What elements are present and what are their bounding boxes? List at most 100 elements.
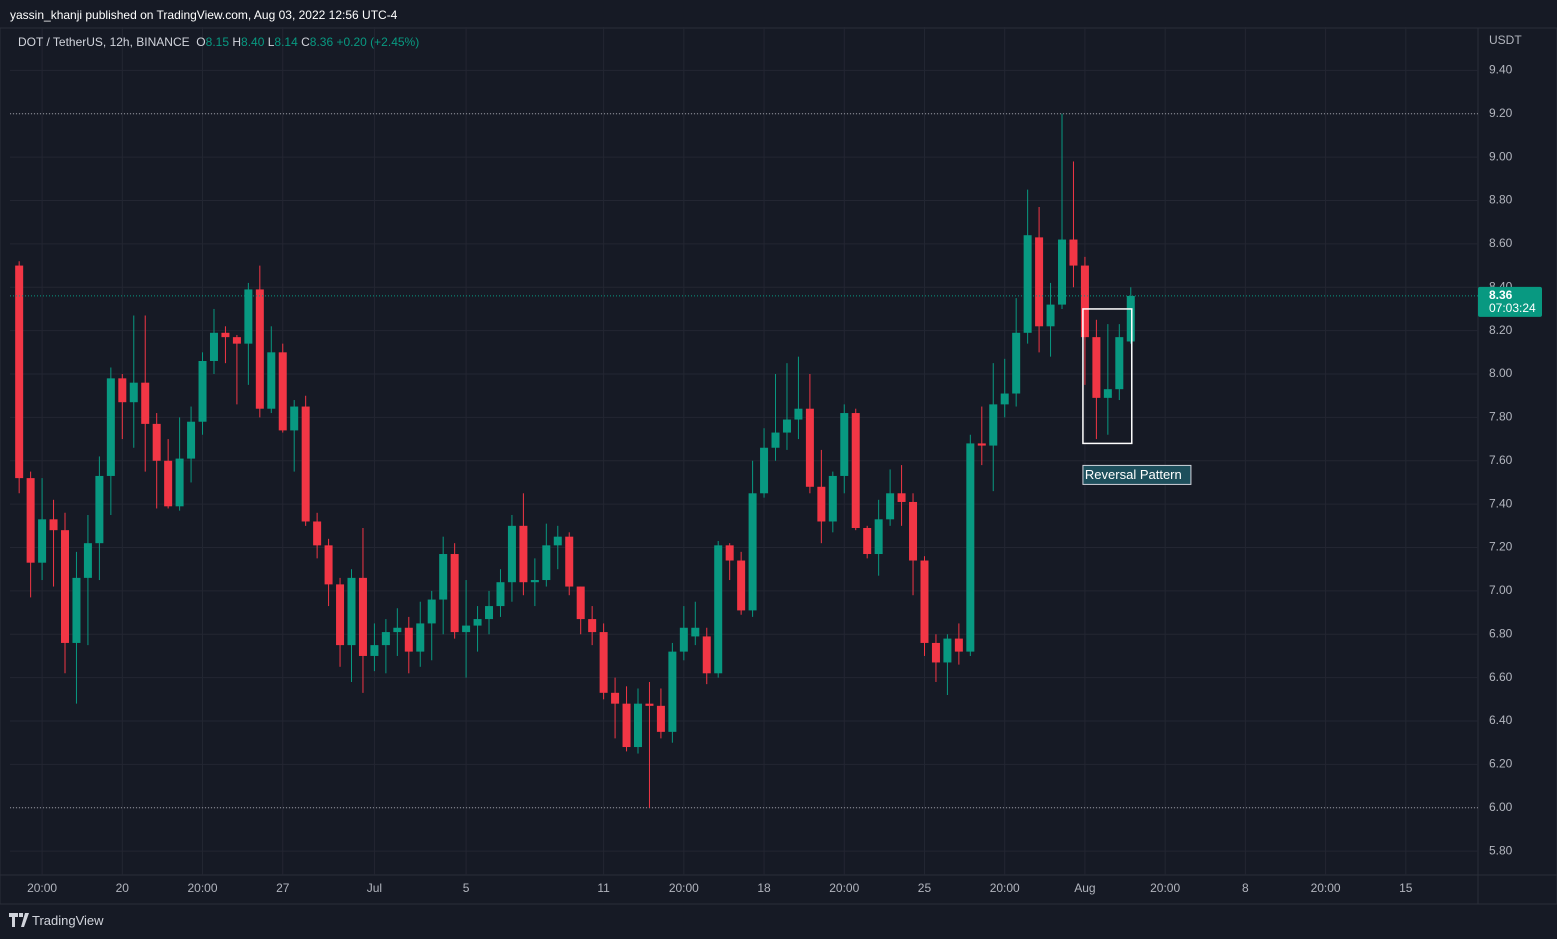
plot-frame [0, 27, 1557, 905]
axis-unit: USDT [1489, 33, 1522, 47]
candle-body [954, 638, 963, 652]
publisher: yassin_khanji published on TradingView.c… [10, 8, 398, 22]
candle-body [26, 478, 35, 563]
candle-body [553, 536, 562, 546]
candle-body [737, 560, 746, 611]
candle-body [496, 582, 505, 607]
candle-body [175, 458, 184, 507]
candle-body [1126, 295, 1135, 342]
y-tick-label: 7.20 [1489, 540, 1513, 554]
candle-body [416, 623, 425, 652]
candle-body [519, 525, 528, 583]
candle-body [221, 332, 230, 338]
open: 8.15 [205, 35, 229, 49]
candle-body [209, 332, 218, 361]
x-tick-label: 20:00 [990, 881, 1020, 895]
candle-body [278, 352, 287, 431]
candle-body [530, 580, 539, 583]
candle-body [244, 289, 253, 344]
x-tick-label: 18 [757, 881, 771, 895]
candle-body [1069, 239, 1078, 266]
candle-body [760, 447, 769, 494]
candle-body [1058, 239, 1067, 305]
candle-body [49, 519, 58, 531]
candle-body [599, 632, 608, 693]
y-tick-label: 7.60 [1489, 453, 1513, 467]
candle-body [370, 645, 379, 656]
candle-body [255, 289, 264, 409]
candle-body [702, 636, 711, 674]
x-tick-label: 27 [276, 881, 290, 895]
candle-body [909, 501, 918, 561]
candle-body [485, 606, 494, 620]
price-tag [1478, 286, 1542, 317]
candle-body [977, 443, 986, 446]
c-label: C [301, 35, 310, 49]
candle-body [771, 432, 780, 448]
countdown: 07:03:24 [1489, 301, 1536, 315]
candle-body [15, 265, 24, 479]
candle-body [748, 493, 757, 611]
candle-body [679, 627, 688, 652]
candle-body [164, 460, 173, 507]
candle-body [1000, 393, 1009, 405]
y-tick-label: 8.80 [1489, 193, 1513, 207]
candle-body [439, 554, 448, 600]
candle-body [381, 632, 390, 646]
candle-body [507, 525, 516, 583]
candle-body [920, 560, 929, 643]
legend: DOT / TetherUS, 12h, BINANCE O 8.15 H 8.40… [18, 35, 419, 49]
candle-body [38, 519, 47, 563]
candle-body [290, 406, 299, 431]
candle-body [576, 586, 585, 620]
candle-body [106, 378, 115, 476]
candle-body [462, 625, 471, 633]
y-tick-label: 7.40 [1489, 496, 1513, 510]
candle-body [129, 382, 138, 403]
y-tick-label: 9.40 [1489, 63, 1513, 77]
y-tick-label: 5.80 [1489, 843, 1513, 857]
candle-body [450, 554, 459, 633]
candle-body [725, 545, 734, 561]
candle-body [943, 638, 952, 663]
candle-body [863, 527, 872, 555]
candle-body [633, 703, 642, 748]
candle-body [1035, 237, 1044, 327]
x-tick-label: 20:00 [669, 881, 699, 895]
x-tick-label: 11 [597, 881, 610, 895]
candle-body [313, 521, 322, 546]
l-label: L [267, 35, 275, 49]
candle-body [404, 627, 413, 652]
candle-body [83, 543, 92, 578]
candle-body [668, 651, 677, 732]
candle-body [1103, 389, 1112, 398]
y-tick-label: 6.40 [1489, 713, 1513, 727]
y-tick-label: 8.60 [1489, 236, 1513, 250]
y-tick-label: 6.60 [1489, 670, 1513, 684]
candle-body [886, 493, 895, 520]
candle-body [118, 378, 127, 403]
o-label: O [196, 35, 206, 49]
high: 8.40 [241, 35, 265, 49]
x-tick-label: 20:00 [1150, 881, 1180, 895]
x-tick-label: Jul [367, 881, 382, 895]
candle-body [267, 352, 276, 409]
annotation-bg [1082, 464, 1192, 485]
x-tick-label: 20:00 [27, 881, 57, 895]
candle-body [645, 703, 654, 706]
candle-body [611, 692, 620, 704]
candle-body [152, 423, 161, 461]
candle-body [817, 486, 826, 522]
candle-body [542, 545, 551, 581]
candle-body [347, 577, 356, 646]
candle-body [61, 530, 70, 643]
logo-icon [9, 913, 29, 927]
candle-body [187, 421, 196, 459]
candle-body [565, 536, 574, 587]
candle-body [198, 360, 207, 422]
candle-body [427, 599, 436, 624]
x-tick-label: Aug [1074, 881, 1095, 895]
annotation-box [1082, 308, 1133, 445]
candle-body [301, 406, 310, 522]
